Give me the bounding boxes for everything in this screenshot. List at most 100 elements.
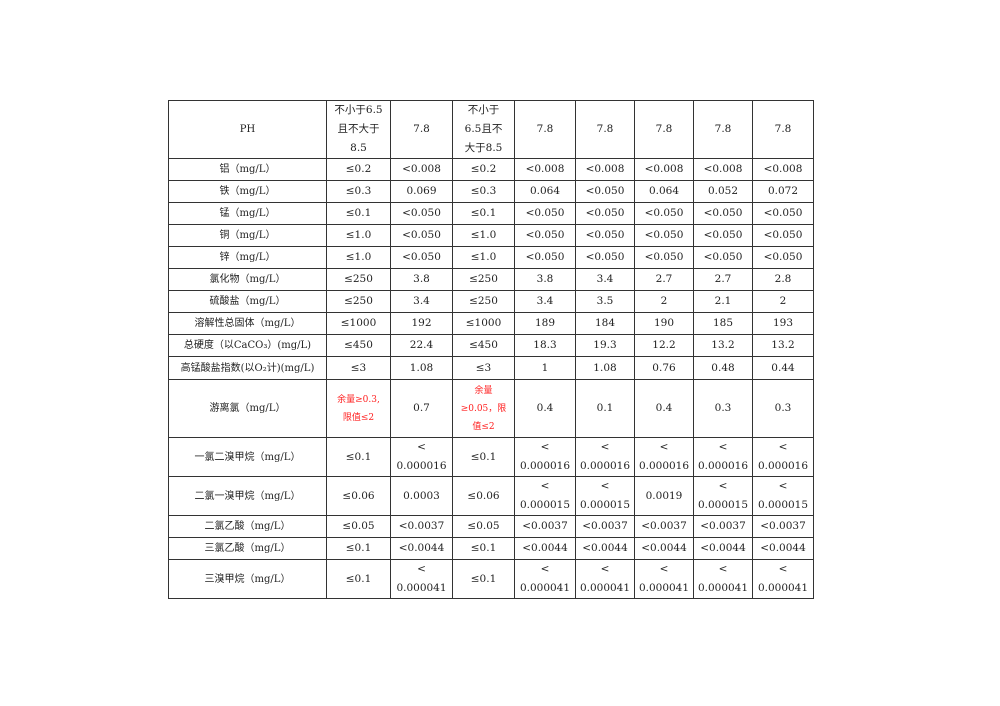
row-label: 铜（mg/L） (168, 224, 327, 247)
value-cell: 13.2 (752, 334, 814, 357)
value-cell: 18.3 (514, 334, 576, 357)
table-row: 硫酸盐（mg/L） ≤250 3.4 ≤250 3.4 3.5 2 2.1 2 (168, 290, 814, 313)
value-cell: < 0.000041 (752, 559, 814, 599)
row-label: 高锰酸盐指数(以O₂计)(mg/L) (168, 356, 327, 380)
value-cell: <0.050 (693, 224, 753, 247)
value-cell: 7.8 (752, 100, 814, 159)
value-cell: < 0.000041 (390, 559, 453, 599)
value-cell: < 0.000016 (514, 437, 576, 477)
value-cell: 0.3 (752, 379, 814, 438)
value-cell: <0.050 (752, 224, 814, 247)
value-cell: <0.0044 (514, 537, 576, 560)
table-row: 三溴甲烷（mg/L） ≤0.1 < 0.000041 ≤0.1 < 0.000041 < … (168, 559, 814, 599)
value-cell: < 0.000041 (575, 559, 635, 599)
value-cell: 7.8 (634, 100, 694, 159)
value-cell: <0.050 (575, 202, 635, 225)
value-cell: <0.050 (390, 202, 453, 225)
value-cell: 22.4 (390, 334, 453, 357)
limit-cell: ≤3 (326, 356, 391, 380)
row-label: 二氯乙酸（mg/L） (168, 515, 327, 538)
value-cell: 0.052 (693, 180, 753, 203)
value-cell: 7.8 (693, 100, 753, 159)
limit-cell: ≤0.1 (452, 437, 515, 477)
limit-cell: ≤250 (452, 290, 515, 313)
value-cell: 19.3 (575, 334, 635, 357)
table-row: 溶解性总固体（mg/L） ≤1000 192 ≤1000 189 184 190 185 193 (168, 312, 814, 335)
value-cell: < 0.000016 (390, 437, 453, 477)
value-cell: 3.4 (575, 268, 635, 291)
value-cell: 1 (514, 356, 576, 380)
limit-cell: ≤250 (326, 290, 391, 313)
value-cell: 192 (390, 312, 453, 335)
value-cell: 0.7 (390, 379, 453, 438)
value-cell: 2 (752, 290, 814, 313)
table-row: 铁（mg/L） ≤0.3 0.069 ≤0.3 0.064 <0.050 0.064 0.05… (168, 180, 814, 203)
row-label: 溶解性总固体（mg/L） (168, 312, 327, 335)
row-label: 一氯二溴甲烷（mg/L） (168, 437, 327, 477)
table-row: 氯化物（mg/L） ≤250 3.8 ≤250 3.8 3.4 2.7 2.7 2.8 (168, 268, 814, 291)
value-cell: 3.5 (575, 290, 635, 313)
limit-cell: 余量 ≥0.05，限 值≤2 (452, 379, 515, 438)
value-cell: 0.0003 (390, 476, 453, 516)
value-cell: 190 (634, 312, 694, 335)
value-cell: 3.8 (390, 268, 453, 291)
value-cell: 0.0019 (634, 476, 694, 516)
value-cell: <0.050 (514, 224, 576, 247)
value-cell: <0.050 (752, 246, 814, 269)
limit-cell: ≤0.1 (452, 559, 515, 599)
value-cell: <0.008 (575, 158, 635, 181)
value-cell: 7.8 (575, 100, 635, 159)
value-cell: <0.050 (752, 202, 814, 225)
limit-cell: ≤0.1 (452, 537, 515, 560)
value-cell: 3.4 (514, 290, 576, 313)
limit-cell: ≤0.06 (452, 476, 515, 516)
value-cell: <0.050 (575, 246, 635, 269)
table-row: 游离氯（mg/L） 余量≥0.3, 限值≤2 0.7 余量 ≥0.05，限 值≤2 0.… (168, 379, 814, 438)
value-cell: < 0.000015 (752, 476, 814, 516)
value-cell: <0.0044 (575, 537, 635, 560)
limit-cell: ≤250 (452, 268, 515, 291)
limit-cell: 不小于6.5 且不大于 8.5 (326, 100, 391, 159)
value-cell: <0.050 (514, 246, 576, 269)
table-row: PH 不小于6.5 且不大于 8.5 7.8 不小于 6.5且不 大于8.5 7.8 7.… (168, 100, 814, 159)
row-label: 氯化物（mg/L） (168, 268, 327, 291)
value-cell: 12.2 (634, 334, 694, 357)
value-cell: <0.0037 (390, 515, 453, 538)
limit-cell: ≤1.0 (326, 246, 391, 269)
table-row: 二氯乙酸（mg/L） ≤0.05 <0.0037 ≤0.05 <0.0037 <0.003… (168, 515, 814, 538)
value-cell: <0.050 (634, 202, 694, 225)
value-cell: < 0.000041 (514, 559, 576, 599)
row-label: 三溴甲烷（mg/L） (168, 559, 327, 599)
value-cell: 0.3 (693, 379, 753, 438)
value-cell: 0.072 (752, 180, 814, 203)
value-cell: <0.0037 (634, 515, 694, 538)
row-label: 二氯一溴甲烷（mg/L） (168, 476, 327, 516)
row-label: 铁（mg/L） (168, 180, 327, 203)
value-cell: 2 (634, 290, 694, 313)
value-cell: <0.050 (575, 180, 635, 203)
value-cell: 7.8 (390, 100, 453, 159)
limit-cell: ≤0.1 (326, 559, 391, 599)
value-cell: 0.48 (693, 356, 753, 380)
value-cell: <0.0037 (575, 515, 635, 538)
table-row: 锌（mg/L） ≤1.0 <0.050 ≤1.0 <0.050 <0.050 <0.050 <… (168, 246, 814, 269)
limit-cell: ≤450 (452, 334, 515, 357)
value-cell: <0.050 (693, 246, 753, 269)
table-row: 三氯乙酸（mg/L） ≤0.1 <0.0044 ≤0.1 <0.0044 <0.0044 <… (168, 537, 814, 560)
row-label: 游离氯（mg/L） (168, 379, 327, 438)
limit-cell: ≤1.0 (452, 224, 515, 247)
value-cell: <0.0037 (514, 515, 576, 538)
value-cell: <0.008 (752, 158, 814, 181)
limit-cell: ≤0.05 (326, 515, 391, 538)
value-cell: 2.8 (752, 268, 814, 291)
value-cell: 185 (693, 312, 753, 335)
table-row: 总硬度（以CaCO₃）(mg/L) ≤450 22.4 ≤450 18.3 19.3 12.… (168, 334, 814, 357)
value-cell: <0.050 (634, 224, 694, 247)
value-cell: 1.08 (575, 356, 635, 380)
value-cell: <0.050 (514, 202, 576, 225)
value-cell: 0.069 (390, 180, 453, 203)
value-cell: 2.7 (634, 268, 694, 291)
value-cell: < 0.000015 (514, 476, 576, 516)
value-cell: <0.050 (390, 246, 453, 269)
value-cell: < 0.000016 (575, 437, 635, 477)
